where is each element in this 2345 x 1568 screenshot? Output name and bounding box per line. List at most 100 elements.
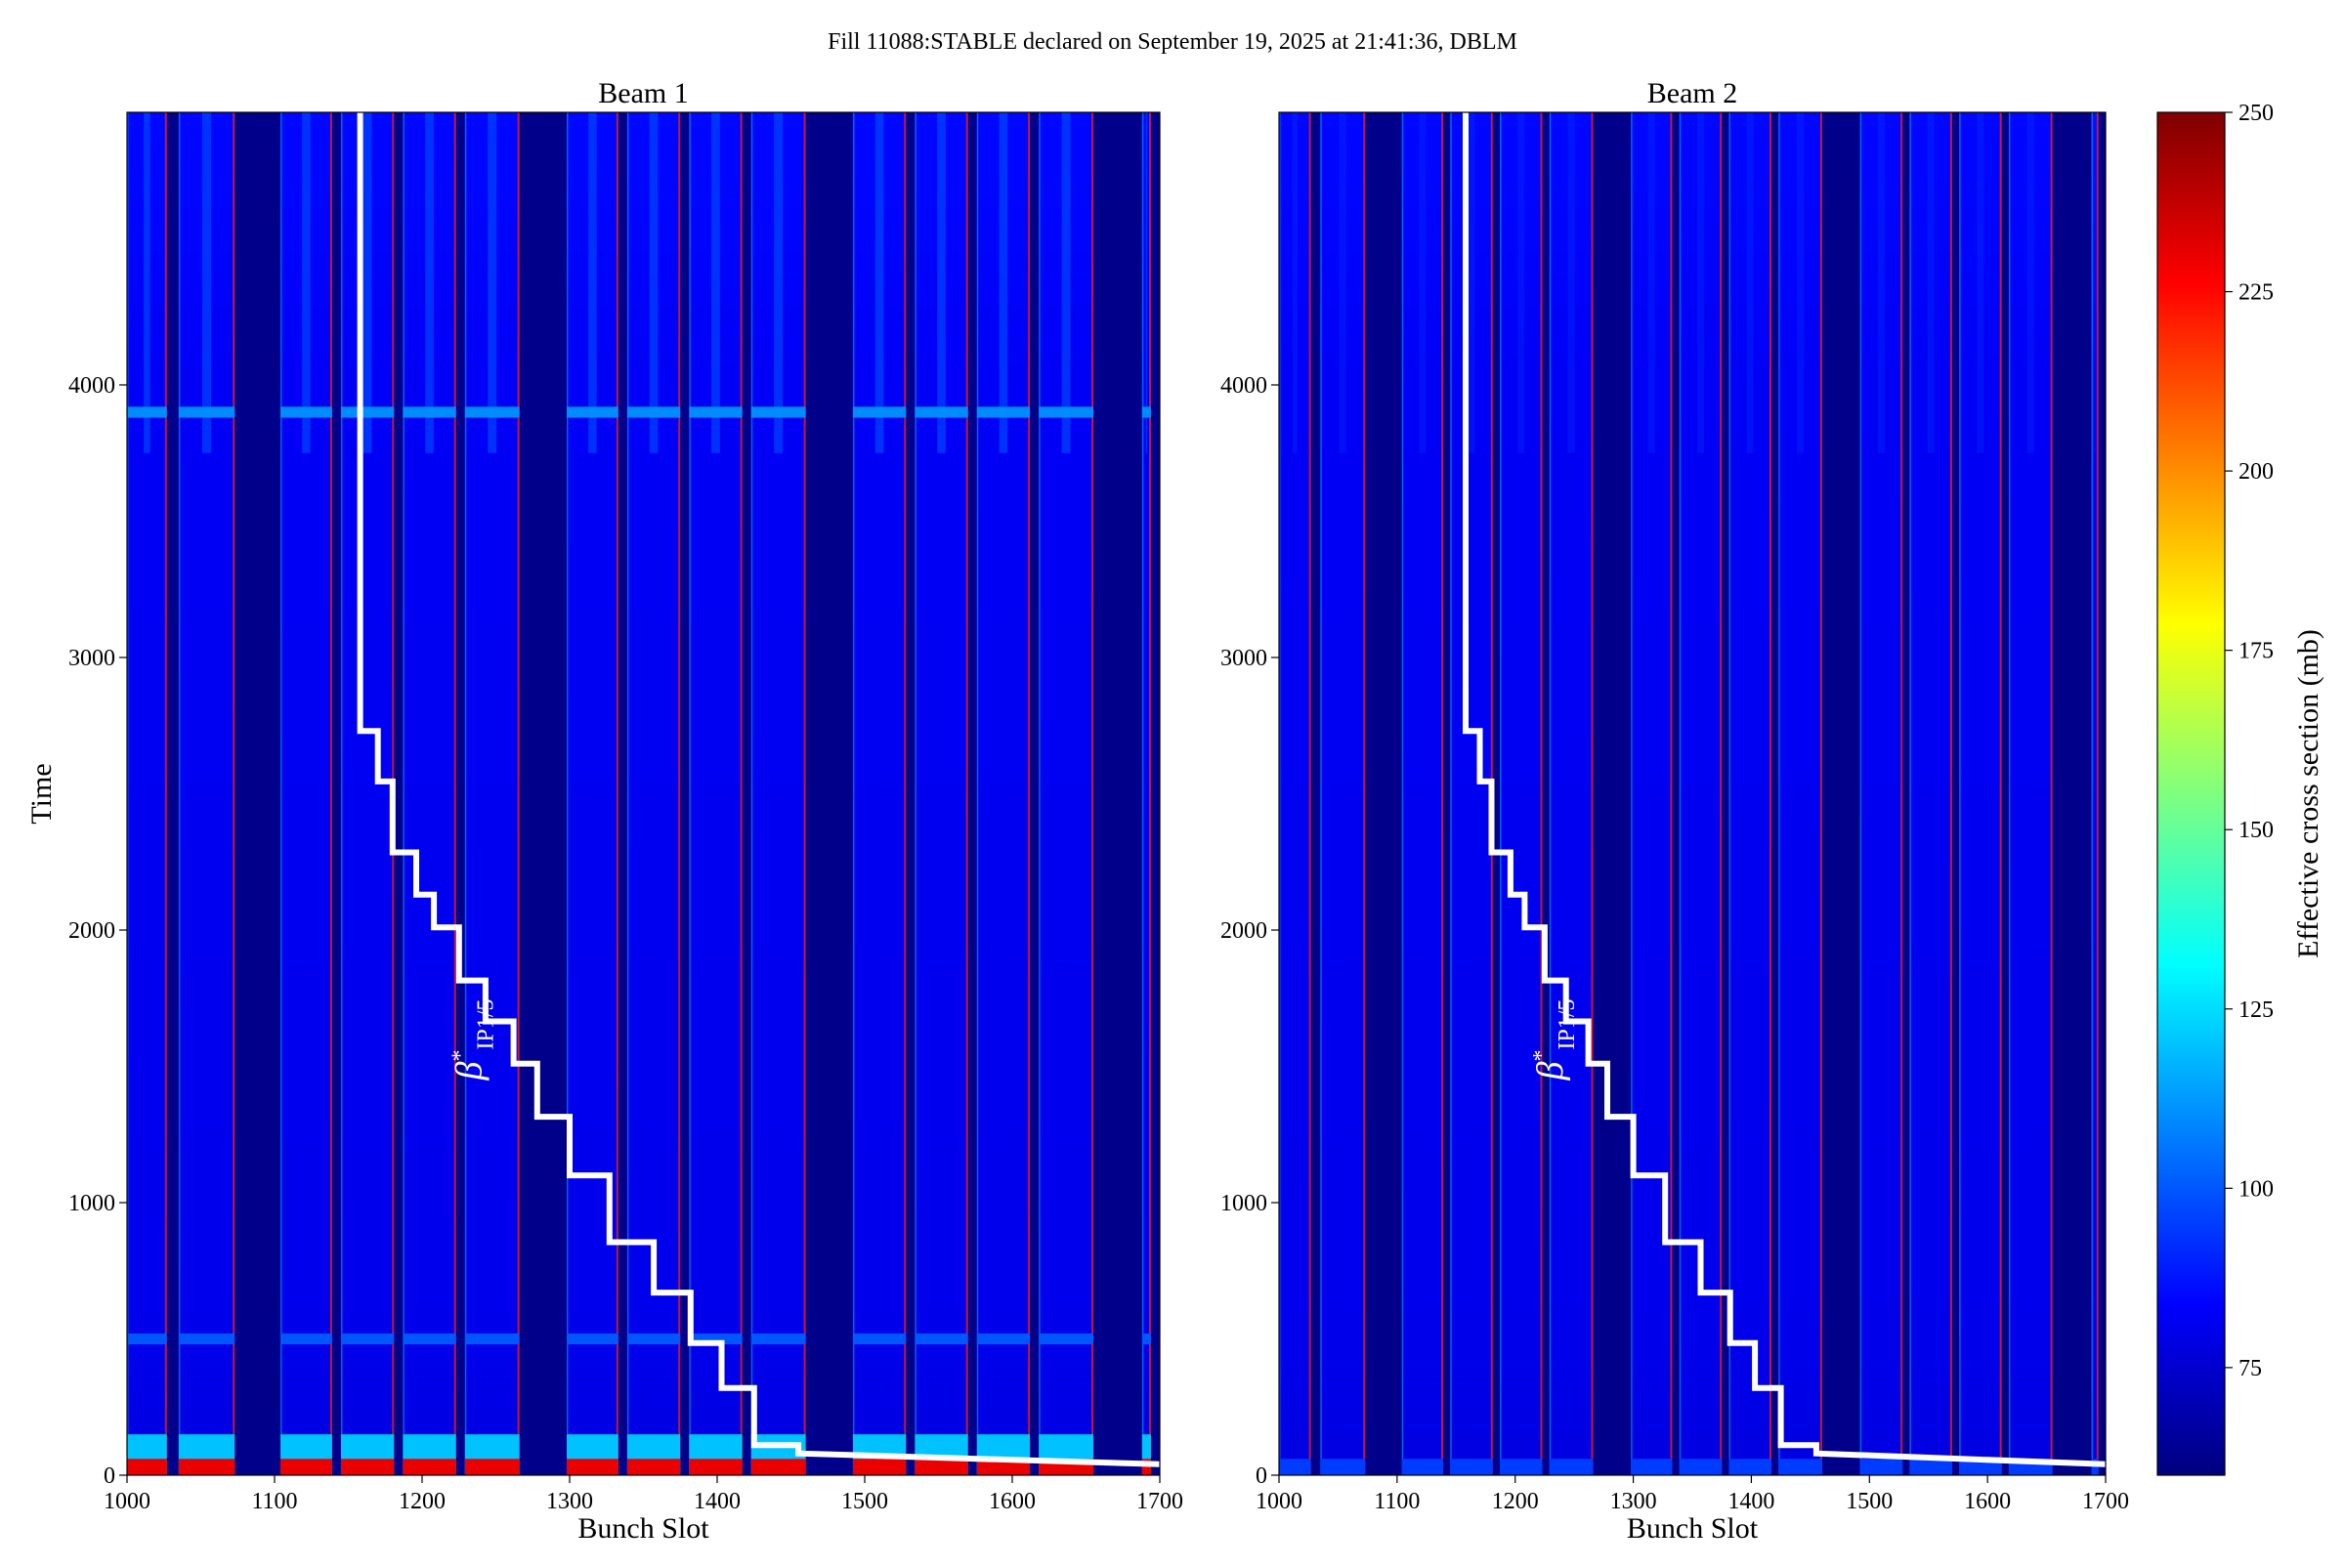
band-initial-hot xyxy=(852,1459,907,1475)
band-initial xyxy=(1728,1459,1771,1475)
bunch-train-band xyxy=(1631,112,1673,1475)
y-tick-label: 4000 xyxy=(68,373,115,399)
band-fill xyxy=(1778,112,1822,1475)
x-tick-label: 1100 xyxy=(1374,1489,1420,1514)
band-edge xyxy=(1769,112,1771,1475)
band-leading-edge xyxy=(127,112,129,1475)
bunch-train-band xyxy=(1450,112,1493,1475)
band-edge xyxy=(1900,112,1903,1475)
band-fill xyxy=(1959,112,2002,1475)
panel-title: Beam 2 xyxy=(1647,77,1737,109)
x-tick-label: 1000 xyxy=(104,1489,150,1514)
bunch-train-band xyxy=(403,112,456,1475)
band-highlight xyxy=(302,112,311,453)
bunch-train-band xyxy=(976,112,1031,1475)
band-initial-hot xyxy=(178,1459,235,1475)
band-stripe xyxy=(1039,406,1094,418)
bunch-train-band xyxy=(280,112,332,1475)
y-tick-label: 4000 xyxy=(1220,373,1267,399)
band-stripe-low xyxy=(464,1333,520,1345)
band-leading-edge xyxy=(340,112,343,1475)
band-initial-hot xyxy=(976,1459,1031,1475)
band-leading-edge xyxy=(566,112,569,1475)
band-leading-edge xyxy=(1401,112,1404,1475)
panel-title: Beam 1 xyxy=(598,77,688,109)
bunch-train-band xyxy=(1778,112,1822,1475)
beta-star-line xyxy=(357,112,1160,1467)
band-initial-cyan xyxy=(1141,1434,1151,1475)
band-highlight xyxy=(488,112,497,453)
band-highlight xyxy=(774,112,784,453)
band-stripe xyxy=(689,406,743,418)
y-tick-label: 2000 xyxy=(1220,918,1267,944)
y-tick-label: 3000 xyxy=(1220,646,1267,671)
bunch-train-band xyxy=(464,112,520,1475)
band-initial-hot xyxy=(1141,1459,1151,1475)
band-fill xyxy=(1549,112,1594,1475)
x-tick-label: 1500 xyxy=(1846,1489,1893,1514)
band-highlight xyxy=(425,112,434,453)
band-edge xyxy=(803,112,806,1475)
band-stripe-low xyxy=(403,1333,456,1345)
band-initial xyxy=(1279,1459,1311,1475)
band-leading-edge xyxy=(976,112,979,1475)
band-stripe xyxy=(127,406,167,418)
band-edge xyxy=(2050,112,2053,1475)
band-initial xyxy=(1959,1459,2002,1475)
band-stripe-low xyxy=(750,1333,806,1345)
band-initial xyxy=(1450,1459,1493,1475)
band-edge xyxy=(329,112,332,1475)
x-tick-label: 1200 xyxy=(1492,1489,1539,1514)
band-stripe xyxy=(626,406,681,418)
band-leading-edge xyxy=(1959,112,1961,1475)
band-initial-hot xyxy=(750,1459,806,1475)
band-stripe-low xyxy=(127,1333,167,1345)
band-edge xyxy=(1028,112,1031,1475)
band-leading-edge xyxy=(1631,112,1633,1475)
x-tick-label: 1400 xyxy=(1727,1489,1774,1514)
colorbar: 75 100 125 150 175 200 225 250 Effective cross s… xyxy=(2156,101,2324,1476)
band-highlight xyxy=(1977,112,1984,453)
colorbar-tick-label: 225 xyxy=(2238,280,2274,306)
x-tick-label: 1500 xyxy=(841,1489,888,1514)
bunch-train-band xyxy=(750,112,806,1475)
bunch-train-band xyxy=(340,112,395,1475)
band-edge xyxy=(453,112,456,1475)
band-edge xyxy=(1148,112,1151,1475)
band-stripe-low xyxy=(1141,1333,1151,1345)
band-fill xyxy=(1909,112,1952,1475)
band-edge xyxy=(1999,112,2002,1475)
bunch-train-band xyxy=(1909,112,1952,1475)
band-highlight xyxy=(1797,112,1805,453)
band-leading-edge xyxy=(178,112,181,1475)
y-tick-label: 3000 xyxy=(68,646,115,671)
colorbar-tick-label: 125 xyxy=(2238,997,2274,1023)
beta-star-annotation: β*IP1/5 xyxy=(448,998,498,1081)
band-leading-edge xyxy=(1728,112,1730,1475)
bunch-train-band xyxy=(1959,112,2002,1475)
band-highlight xyxy=(1339,112,1346,453)
bunch-train-band xyxy=(2008,112,2053,1475)
plot-frame xyxy=(126,111,1161,1476)
band-stripe xyxy=(464,406,520,418)
x-tick-label: 1600 xyxy=(1964,1489,2011,1514)
band-highlight xyxy=(1927,112,1935,453)
band-fill xyxy=(1401,112,1443,1475)
bunch-train-band xyxy=(915,112,968,1475)
band-edge xyxy=(1819,112,1822,1475)
bunch-train-band xyxy=(566,112,618,1475)
x-tick-label: 1100 xyxy=(251,1489,297,1514)
band-stripe-low xyxy=(626,1333,681,1345)
x-axis-label: Bunch Slot xyxy=(1627,1512,1759,1545)
plot-frame xyxy=(1278,111,2107,1476)
colorbar-tick-label: 150 xyxy=(2238,818,2274,843)
band-fill xyxy=(2008,112,2053,1475)
band-stripe-low xyxy=(976,1333,1031,1345)
band-edge xyxy=(965,112,968,1475)
beta-star-annotation: β*IP1/5 xyxy=(1529,998,1580,1081)
band-initial xyxy=(1679,1459,1723,1475)
band-fill xyxy=(2091,112,2099,1475)
band-edge xyxy=(1540,112,1543,1475)
band-leading-edge xyxy=(1549,112,1552,1475)
